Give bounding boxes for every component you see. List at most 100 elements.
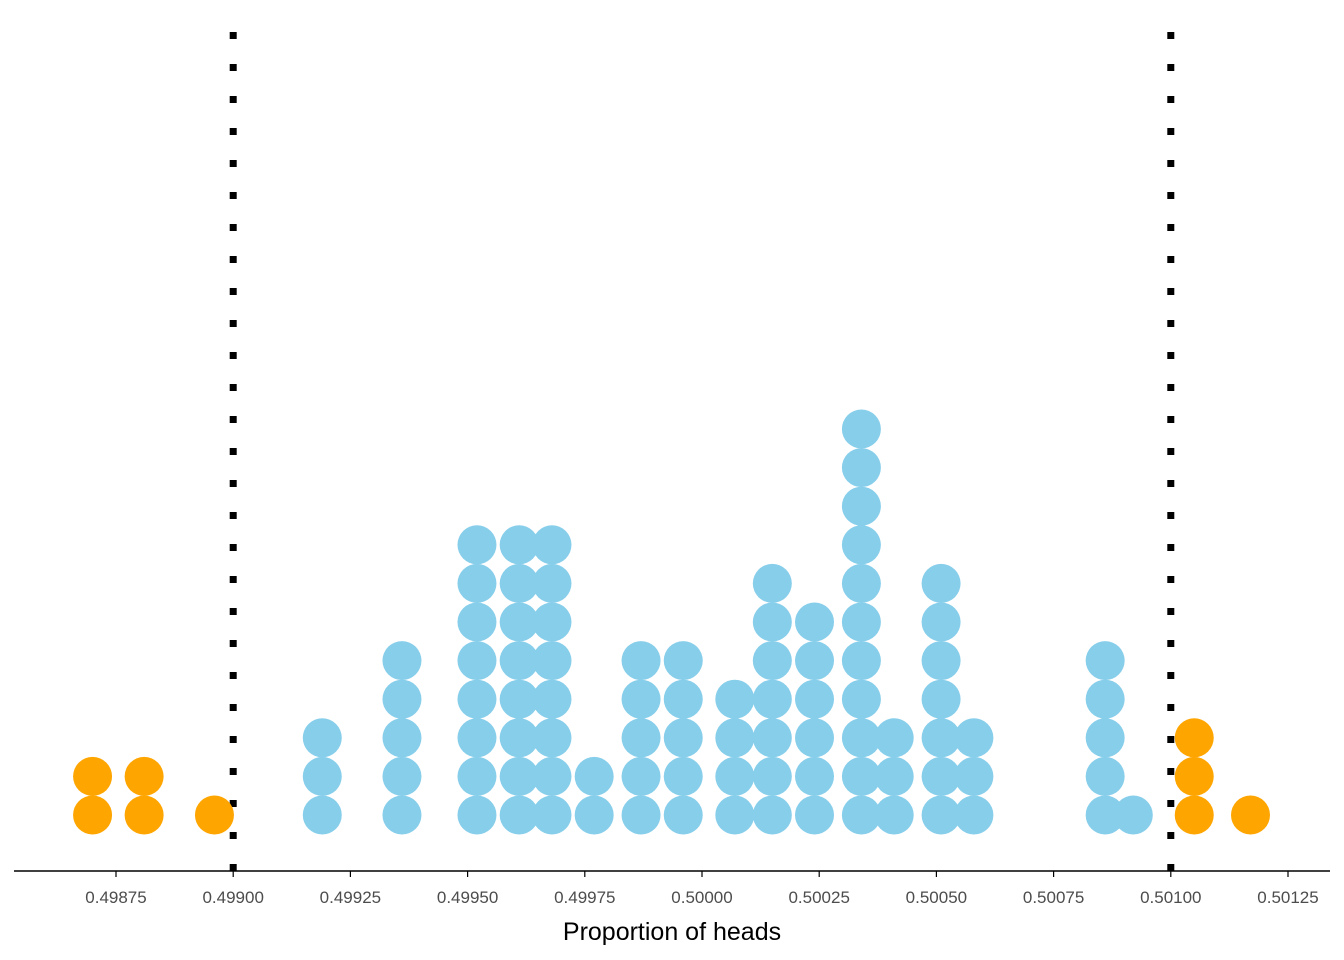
dot-inside [663,795,703,835]
dot-inside [574,795,614,835]
dot-inside [382,718,422,758]
x-axis-title: Proportion of heads [563,918,781,946]
dot-inside [621,756,661,796]
dot-inside [874,718,914,758]
dot-inside [457,718,497,758]
dot-inside [954,718,994,758]
x-tick-label: 0.50075 [1023,888,1084,907]
x-tick-label: 0.50050 [906,888,967,907]
dot-inside [663,679,703,719]
dot-inside [457,641,497,681]
dot-inside [752,718,792,758]
dot-inside [841,448,881,488]
dot-inside [752,679,792,719]
dot-inside [795,756,835,796]
dot-inside [921,641,961,681]
dot-inside [752,641,792,681]
dot-outside [73,756,113,796]
dot-inside [795,679,835,719]
dot-outside [124,756,164,796]
dot-outside [73,795,113,835]
dot-inside [921,795,961,835]
dot-inside [715,679,755,719]
x-axis-ticks: 0.49875 0.49900 0.49925 0.49950 0.49975 0.500… [85,871,1319,907]
dot-inside [532,718,572,758]
dot-inside [752,795,792,835]
dot-inside [457,525,497,565]
dot-inside [841,525,881,565]
x-tick-label: 0.50125 [1257,888,1318,907]
x-tick-label: 0.50000 [671,888,732,907]
dot-outside [1174,795,1214,835]
dot-inside [382,679,422,719]
dot-inside [499,795,539,835]
dot-outside [194,795,234,835]
dot-inside [954,756,994,796]
x-tick-label: 0.49950 [437,888,498,907]
dot-inside [663,756,703,796]
dot-inside [663,641,703,681]
dot-inside [621,718,661,758]
dot-inside [532,679,572,719]
dot-outside [1230,795,1270,835]
dot-inside [715,718,755,758]
x-tick-label: 0.49875 [85,888,146,907]
dot-inside [499,525,539,565]
dot-inside [532,641,572,681]
dot-inside [921,679,961,719]
dot-inside [1113,795,1153,835]
dot-inside [532,756,572,796]
dot-inside [795,718,835,758]
x-tick-label: 0.49975 [554,888,615,907]
dot-inside [715,795,755,835]
dot-inside [874,756,914,796]
x-tick-label: 0.49925 [320,888,381,907]
dot-inside [1085,718,1125,758]
dot-inside [302,756,342,796]
dot-inside [752,602,792,642]
dot-inside [1085,756,1125,796]
dot-inside [532,602,572,642]
dot-inside [457,679,497,719]
dot-inside [841,756,881,796]
dot-inside [382,641,422,681]
dot-inside [841,679,881,719]
dot-inside [302,795,342,835]
dot-inside [954,795,994,835]
dot-inside [1085,679,1125,719]
dot-inside [841,718,881,758]
dot-inside [841,602,881,642]
dot-outside [1174,756,1214,796]
dot-inside [841,795,881,835]
dot-inside [499,718,539,758]
dot-inside [457,563,497,603]
dot-inside [532,563,572,603]
dot-inside [841,409,881,449]
dot-inside [621,679,661,719]
dot-inside [795,795,835,835]
x-tick-label: 0.49900 [202,888,263,907]
dot-inside [499,602,539,642]
dot-inside [752,563,792,603]
dots [73,409,1270,835]
dot-inside [752,756,792,796]
dot-inside [921,718,961,758]
dot-inside [1085,795,1125,835]
dot-inside [795,641,835,681]
dot-inside [663,718,703,758]
dot-inside [499,756,539,796]
dot-inside [457,795,497,835]
dot-inside [621,641,661,681]
dot-inside [921,602,961,642]
dot-inside [1085,641,1125,681]
dot-inside [499,563,539,603]
dot-inside [715,756,755,796]
dot-inside [302,718,342,758]
x-tick-label: 0.50100 [1140,888,1201,907]
dot-inside [457,756,497,796]
dot-inside [457,602,497,642]
dot-inside [499,679,539,719]
dot-inside [532,795,572,835]
dot-inside [921,756,961,796]
